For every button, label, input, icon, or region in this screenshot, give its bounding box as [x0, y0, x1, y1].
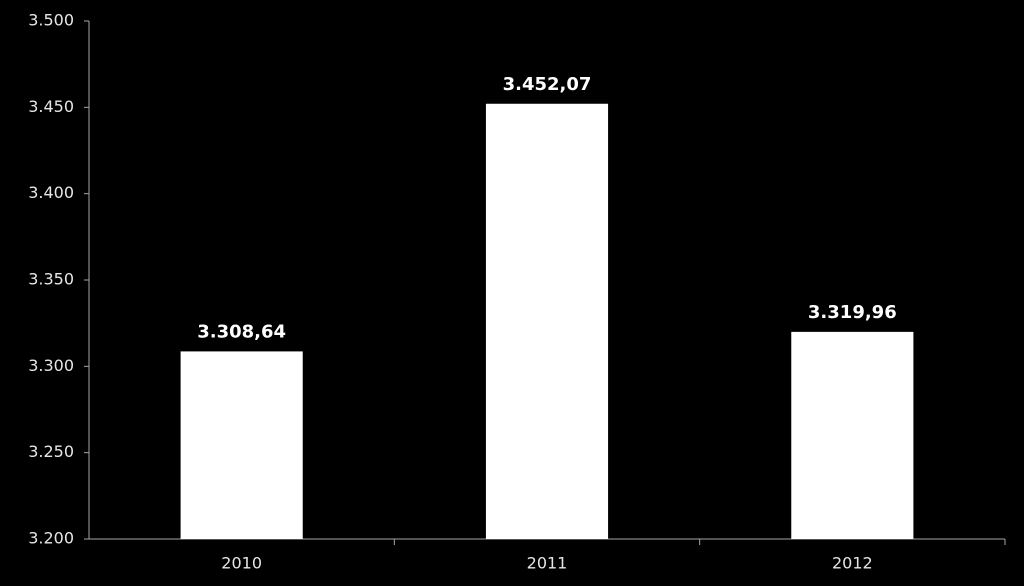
y-tick-label: 3.500 — [28, 11, 74, 30]
bar — [791, 331, 914, 539]
x-tick-label: 2010 — [221, 554, 262, 573]
value-label: 3.452,07 — [503, 74, 592, 95]
bar — [485, 103, 609, 540]
x-tick-label: 2011 — [527, 554, 568, 573]
bar — [180, 351, 303, 539]
value-label: 3.308,64 — [197, 321, 286, 342]
y-tick-label: 3.300 — [28, 356, 74, 375]
y-tick-label: 3.400 — [28, 183, 74, 202]
value-label: 3.319,96 — [808, 302, 897, 323]
y-tick-label: 3.250 — [28, 442, 74, 461]
x-tick-label: 2012 — [832, 554, 873, 573]
y-tick-label: 3.200 — [28, 529, 74, 548]
y-tick-label: 3.350 — [28, 270, 74, 289]
y-tick-label: 3.450 — [28, 97, 74, 116]
